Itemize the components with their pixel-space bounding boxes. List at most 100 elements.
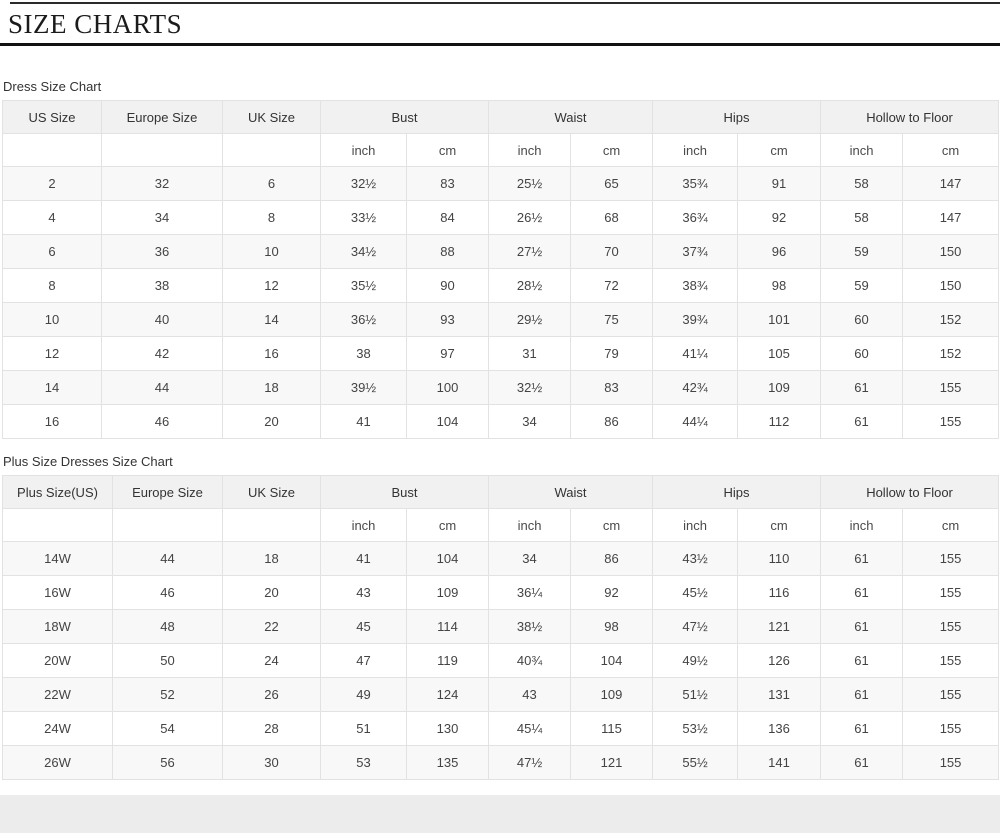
table-cell: 155 [902,404,1000,439]
table-cell: 155 [902,643,1000,678]
table-cell: 83 [570,370,654,405]
column-header-waist: Waist [488,475,654,509]
table-cell: 79 [570,336,654,371]
table-cell: 18 [222,370,321,405]
unit-label-cm: cm [405,508,490,542]
table-cell: 54 [112,711,223,746]
table-cell: 61 [820,541,904,576]
table-cell: 43½ [652,541,739,576]
table-cell: 14W [2,541,113,576]
table-cell: 60 [820,302,904,337]
table-cell: 44¼ [652,404,739,439]
table-cell: 55½ [652,745,739,780]
table-cell: 10 [2,302,102,337]
table-cell: 97 [405,336,490,371]
table-cell: 68 [570,200,654,235]
table-cell: 114 [405,609,490,644]
table-cell: 104 [405,541,490,576]
unit-label-cm: cm [570,133,654,167]
empty-cell [101,133,223,167]
table-cell: 51 [320,711,407,746]
table-cell: 25½ [488,166,572,201]
page-header: SIZE CHARTS [0,4,1000,46]
unit-label-cm: cm [405,133,490,167]
table-row: 10 40 14 36½ 93 29½ 75 39¾ 101 60 152 [2,302,1000,337]
table-cell: 136 [737,711,822,746]
table-cell: 8 [222,200,321,235]
column-header-europe-size: Europe Size [112,475,223,509]
table-cell: 56 [112,745,223,780]
table-cell: 86 [570,541,654,576]
table-row: 14 44 18 39½ 100 32½ 83 42¾ 109 61 155 [2,370,1000,405]
table-cell: 6 [222,166,321,201]
table-row: 2 32 6 32½ 83 25½ 65 35¾ 91 58 147 [2,166,1000,201]
table-cell: 46 [112,575,223,610]
table-cell: 48 [112,609,223,644]
unit-label-inch: inch [488,133,572,167]
table-cell: 155 [902,541,1000,576]
table-cell: 47½ [488,745,572,780]
table-cell: 126 [737,643,822,678]
table-cell: 59 [820,234,904,269]
table-cell: 36 [101,234,223,269]
table-cell: 41¼ [652,336,739,371]
table-cell: 26 [222,677,321,712]
table-cell: 104 [570,643,654,678]
table-cell: 61 [820,711,904,746]
column-header-waist: Waist [488,100,654,134]
table-cell: 27½ [488,234,572,269]
table-cell: 58 [820,166,904,201]
plus-size-chart-table: Plus Size(US) Europe Size UK Size Bust W… [2,475,1000,780]
table-cell: 42 [101,336,223,371]
table-cell: 72 [570,268,654,303]
table-cell: 110 [737,541,822,576]
table-cell: 116 [737,575,822,610]
column-header-hips: Hips [652,100,822,134]
table-row: 24W 54 28 51 130 45¼ 115 53½ 136 61 155 [2,711,1000,746]
table-cell: 32½ [488,370,572,405]
table-cell: 38¾ [652,268,739,303]
unit-label-inch: inch [488,508,572,542]
column-header-europe-size: Europe Size [101,100,223,134]
table-cell: 44 [112,541,223,576]
table-cell: 101 [737,302,822,337]
table-cell: 98 [737,268,822,303]
table-cell: 141 [737,745,822,780]
table-cell: 22W [2,677,113,712]
table-cell: 150 [902,268,1000,303]
column-header-uk-size: UK Size [222,100,321,134]
table-cell: 34½ [320,234,407,269]
table-cell: 12 [222,268,321,303]
table-cell: 91 [737,166,822,201]
table-cell: 115 [570,711,654,746]
unit-label-cm: cm [902,508,1000,542]
table-cell: 16W [2,575,113,610]
table-cell: 35¾ [652,166,739,201]
plus-size-chart-body: 14W 44 18 41 104 34 86 43½ 110 61 155 16W 46 20 43 109 3… [2,541,1000,780]
table-cell: 29½ [488,302,572,337]
table-cell: 104 [405,404,490,439]
table-cell: 88 [405,234,490,269]
table-cell: 24 [222,643,321,678]
table-cell: 8 [2,268,102,303]
table-cell: 155 [902,711,1000,746]
table-cell: 30 [222,745,321,780]
table-cell: 96 [737,234,822,269]
table-cell: 16 [2,404,102,439]
top-divider [10,2,1000,4]
column-header-bust: Bust [319,475,490,509]
empty-cell [222,133,321,167]
column-header-bust: Bust [319,100,490,134]
table-cell: 61 [820,404,904,439]
empty-cell [2,133,102,167]
table-cell: 37¾ [652,234,739,269]
table-cell: 36¼ [488,575,572,610]
table-cell: 152 [902,336,1000,371]
table-cell: 121 [570,745,654,780]
table-cell: 18W [2,609,113,644]
table-cell: 86 [570,404,654,439]
table-cell: 38 [320,336,407,371]
table-cell: 155 [902,575,1000,610]
table-cell: 109 [570,677,654,712]
table-cell: 28 [222,711,321,746]
